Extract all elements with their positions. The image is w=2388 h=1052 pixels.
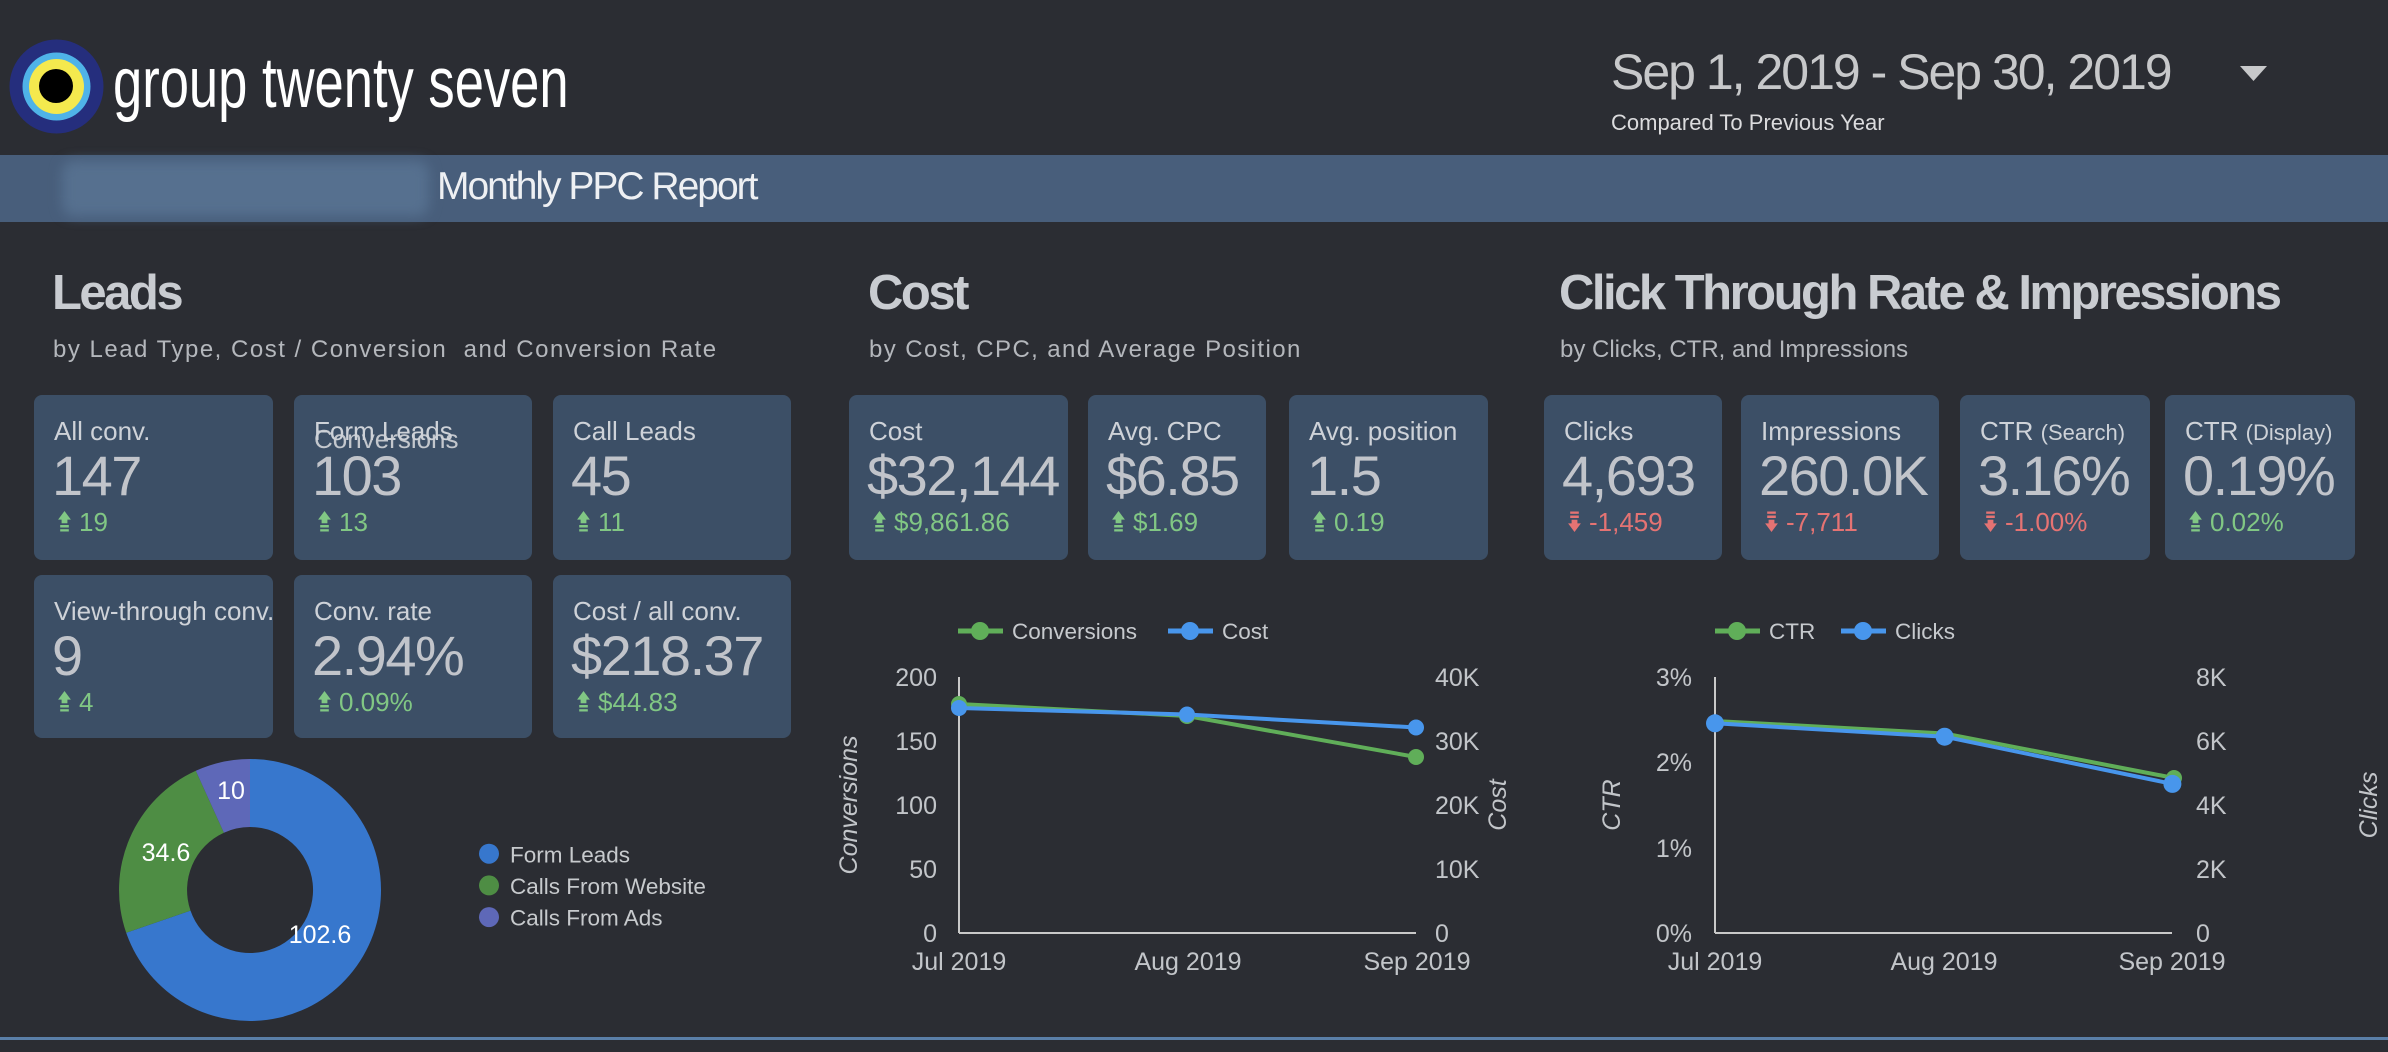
svg-text:Jul 2019: Jul 2019	[912, 948, 1007, 976]
svg-text:34.6: 34.6	[142, 839, 191, 867]
svg-text:CTR: CTR	[1769, 619, 1815, 644]
svg-text:Clicks: Clicks	[2355, 772, 2383, 839]
svg-text:Clicks: Clicks	[1895, 619, 1955, 644]
svg-text:Sep 2019: Sep 2019	[1363, 948, 1470, 976]
svg-text:100: 100	[895, 792, 937, 820]
svg-text:0: 0	[2196, 920, 2210, 948]
svg-text:200: 200	[895, 664, 937, 692]
svg-text:0: 0	[1435, 920, 1449, 948]
svg-text:Sep 2019: Sep 2019	[2118, 948, 2225, 976]
svg-text:150: 150	[895, 728, 937, 756]
svg-text:CTR: CTR	[1598, 779, 1626, 830]
svg-text:Jul 2019: Jul 2019	[1668, 948, 1763, 976]
svg-text:6K: 6K	[2196, 728, 2227, 756]
svg-text:4K: 4K	[2196, 792, 2227, 820]
svg-text:10K: 10K	[1435, 856, 1480, 884]
svg-text:10: 10	[217, 777, 245, 805]
svg-text:3%: 3%	[1656, 664, 1692, 692]
svg-text:Conversions: Conversions	[835, 736, 863, 875]
svg-text:8K: 8K	[2196, 664, 2227, 692]
svg-text:Aug 2019: Aug 2019	[1134, 948, 1241, 976]
svg-text:102.6: 102.6	[289, 921, 352, 949]
svg-text:Form Leads: Form Leads	[510, 842, 630, 867]
svg-text:30K: 30K	[1435, 728, 1480, 756]
svg-text:Aug 2019: Aug 2019	[1890, 948, 1997, 976]
svg-text:2K: 2K	[2196, 856, 2227, 884]
svg-text:Conversions: Conversions	[1012, 619, 1137, 644]
svg-text:Calls From Website: Calls From Website	[510, 874, 706, 899]
svg-text:Calls From Ads: Calls From Ads	[510, 906, 663, 931]
svg-text:Cost: Cost	[1484, 778, 1512, 830]
svg-text:40K: 40K	[1435, 664, 1480, 692]
svg-text:0: 0	[923, 920, 937, 948]
svg-text:2%: 2%	[1656, 749, 1692, 777]
svg-text:50: 50	[909, 856, 937, 884]
svg-text:20K: 20K	[1435, 792, 1480, 820]
svg-text:1%: 1%	[1656, 835, 1692, 863]
svg-text:0%: 0%	[1656, 920, 1692, 948]
svg-text:Cost: Cost	[1222, 619, 1269, 644]
